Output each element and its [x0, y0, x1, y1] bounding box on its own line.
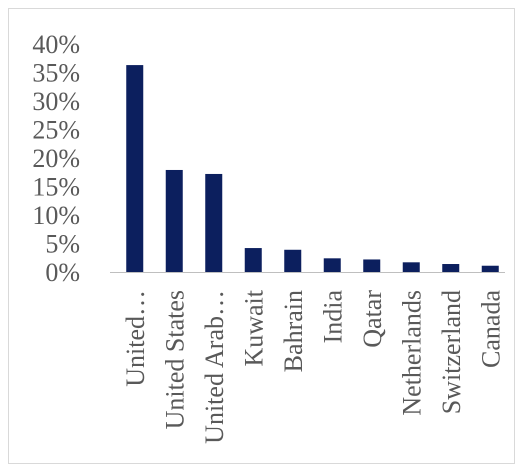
bars — [126, 65, 499, 272]
bar-7 — [402, 262, 420, 272]
bar-5 — [323, 258, 341, 272]
y-tick-label: 15% — [32, 173, 80, 202]
x-tick-label: Netherlands — [397, 290, 426, 416]
chart-frame — [8, 8, 515, 464]
bar-4 — [284, 249, 302, 272]
y-tick-label: 25% — [32, 116, 80, 145]
y-tick-label: 0% — [45, 258, 80, 287]
x-tick-label: Canada — [476, 290, 505, 368]
bar-1 — [165, 169, 183, 272]
y-tick-label: 40% — [32, 30, 80, 59]
x-tick-label: United States — [160, 290, 189, 429]
y-tick-label: 35% — [32, 59, 80, 88]
bar-2 — [205, 173, 223, 272]
y-tick-label: 5% — [45, 230, 80, 259]
y-axis-ticks: 0%5%10%15%20%25%30%35%40% — [32, 30, 80, 287]
bar-8 — [442, 264, 460, 272]
x-tick-label: India — [318, 290, 347, 344]
y-tick-label: 10% — [32, 201, 80, 230]
y-tick-label: 20% — [32, 144, 80, 173]
x-tick-label: Qatar — [358, 290, 387, 348]
x-tick-label: Switzerland — [437, 290, 466, 414]
x-tick-label: Bahrain — [279, 290, 308, 372]
x-tick-label: Kuwait — [239, 289, 268, 366]
bar-6 — [363, 259, 381, 272]
y-tick-label: 30% — [32, 87, 80, 116]
bar-0 — [126, 65, 144, 272]
x-tick-label: United… — [121, 290, 150, 387]
bar-3 — [244, 248, 262, 272]
x-tick-label: United Arab… — [200, 290, 229, 444]
bar-9 — [481, 265, 499, 272]
x-axis-labels: United… United States United Arab… Kuwait Ba… — [121, 289, 506, 444]
